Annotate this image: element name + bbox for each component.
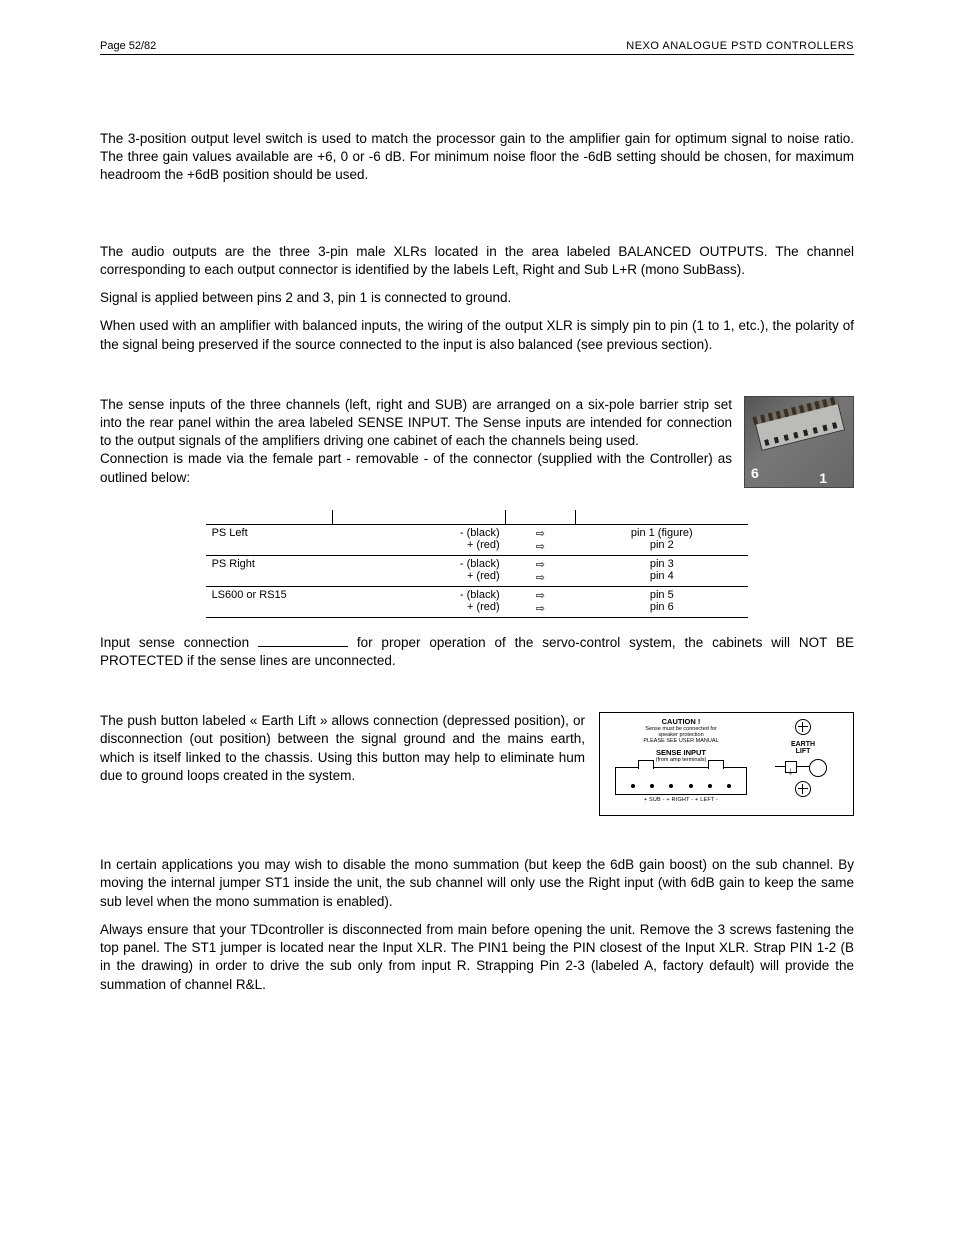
warn-pre: Input sense connection [100, 635, 258, 650]
caution-text: PLEASE SEE USER MANUAL [606, 738, 756, 744]
cell-pin: pin 2 [650, 539, 674, 551]
strip-drawing [615, 767, 747, 795]
connector-label-6: 6 [751, 465, 759, 481]
cell-pin: pin 5 [650, 589, 674, 601]
para-sense-2: Connection is made via the female part -… [100, 450, 854, 486]
pin-table-header [206, 510, 749, 525]
connector-label-1: 1 [819, 470, 827, 486]
cell-pin: pin 6 [650, 601, 674, 613]
table-row: PS Left - (black)+ (red) ⇨⇨ pin 1 (figur… [206, 524, 749, 555]
cell-pin: pin 4 [650, 570, 674, 582]
screw-icon [795, 719, 811, 735]
earth-lift-label: EARTHLIFT [759, 741, 847, 755]
cell-pin: pin 3 [650, 558, 674, 570]
cell-channel: LS600 or RS15 [206, 586, 332, 617]
para-jumper-2: Always ensure that your TDcontroller is … [100, 921, 854, 994]
sense-input-sub: (from amp terminals) [606, 757, 756, 763]
para-audio-outputs-1: The audio outputs are the three 3-pin ma… [100, 243, 854, 279]
cell-channel: PS Right [206, 555, 332, 586]
table-row: LS600 or RS15 - (black)+ (red) ⇨⇨ pin 5p… [206, 586, 749, 617]
pin-table: PS Left - (black)+ (red) ⇨⇨ pin 1 (figur… [206, 510, 749, 618]
arrow-icon: ⇨ [536, 603, 545, 615]
connector-figure: 6 1 [744, 396, 854, 488]
arrow-icon: ⇨ [536, 572, 545, 584]
table-row: PS Right - (black)+ (red) ⇨⇨ pin 3pin 4 [206, 555, 749, 586]
doc-title: NEXO ANALOGUE PSTD CONTROLLERS [626, 40, 854, 52]
arrow-icon: ⇨ [536, 559, 545, 571]
para-audio-outputs-2: Signal is applied between pins 2 and 3, … [100, 289, 854, 307]
cell-polarity: + (red) [467, 539, 500, 551]
arrow-icon: ⇨ [536, 541, 545, 553]
para-jumper-1: In certain applications you may wish to … [100, 856, 854, 911]
cell-polarity: - (black) [460, 527, 500, 539]
para-audio-outputs-3: When used with an amplifier with balance… [100, 317, 854, 353]
arrow-icon: ⇨ [536, 528, 545, 540]
screw-icon [795, 781, 811, 797]
cell-polarity: - (black) [460, 558, 500, 570]
strip-labels: + SUB - + RIGHT - + LEFT - [606, 797, 756, 803]
page-number: Page 52/82 [100, 40, 156, 52]
para-output-level: The 3-position output level switch is us… [100, 130, 854, 185]
sense-input-label: SENSE INPUT [606, 748, 756, 757]
arrow-icon: ⇨ [536, 590, 545, 602]
caution-label: CAUTION ! [606, 717, 756, 726]
para-sense-warning: Input sense connection for proper operat… [100, 634, 854, 670]
cell-channel: PS Left [206, 524, 332, 555]
cell-pin: pin 1 (figure) [631, 527, 693, 539]
page-header: Page 52/82 NEXO ANALOGUE PSTD CONTROLLER… [100, 40, 854, 55]
switch-drawing: ⏚ [775, 759, 831, 779]
blank-field [258, 646, 348, 647]
cell-polarity: + (red) [467, 601, 500, 613]
cell-polarity: + (red) [467, 570, 500, 582]
cell-polarity: - (black) [460, 589, 500, 601]
para-sense-1: The sense inputs of the three channels (… [100, 396, 854, 451]
earth-lift-figure: CAUTION ! Sense must be connected for sp… [599, 712, 854, 816]
